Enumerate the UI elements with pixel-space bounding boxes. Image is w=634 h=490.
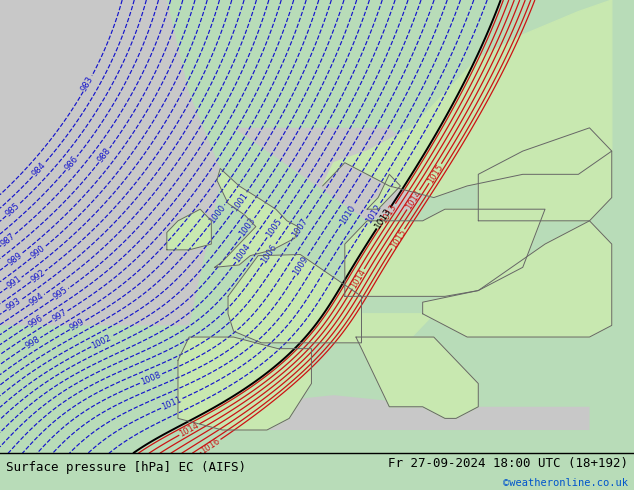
Text: 999: 999	[68, 317, 87, 333]
Polygon shape	[228, 254, 361, 343]
Text: 985: 985	[4, 201, 22, 219]
Polygon shape	[345, 209, 545, 296]
Text: 993: 993	[5, 296, 23, 313]
Text: 998: 998	[23, 334, 42, 350]
Text: 1009: 1009	[292, 255, 311, 277]
Polygon shape	[323, 0, 612, 197]
Text: 1001: 1001	[230, 191, 250, 213]
Text: 1007: 1007	[290, 217, 309, 239]
Text: 1008: 1008	[139, 370, 162, 387]
Text: 983: 983	[80, 74, 96, 93]
Text: 992: 992	[29, 268, 47, 285]
Text: Fr 27-09-2024 18:00 UTC (18+192): Fr 27-09-2024 18:00 UTC (18+192)	[387, 457, 628, 470]
Polygon shape	[356, 337, 478, 418]
Text: 989: 989	[6, 250, 24, 268]
Text: 994: 994	[28, 292, 46, 308]
Polygon shape	[215, 169, 298, 268]
Text: ©weatheronline.co.uk: ©weatheronline.co.uk	[503, 478, 628, 489]
Text: 1013: 1013	[380, 202, 399, 225]
Polygon shape	[178, 337, 311, 430]
Text: 986: 986	[63, 154, 80, 172]
Text: 1002: 1002	[90, 333, 113, 350]
Text: 1000: 1000	[207, 203, 228, 225]
Polygon shape	[356, 291, 467, 337]
Text: 1013: 1013	[373, 206, 394, 230]
Text: 990: 990	[29, 244, 47, 261]
Text: 1014: 1014	[404, 189, 423, 211]
Text: 997: 997	[51, 308, 69, 324]
Text: Surface pressure [hPa] EC (AIFS): Surface pressure [hPa] EC (AIFS)	[6, 462, 247, 474]
Polygon shape	[478, 128, 612, 221]
Polygon shape	[423, 221, 612, 337]
Text: 1011: 1011	[160, 395, 183, 412]
Text: 988: 988	[96, 146, 113, 165]
Text: 1003: 1003	[238, 216, 257, 239]
Text: 1015: 1015	[389, 228, 408, 250]
Polygon shape	[367, 174, 401, 209]
Polygon shape	[167, 209, 211, 250]
Text: 984: 984	[30, 161, 48, 179]
Text: 1014: 1014	[349, 268, 368, 290]
Text: 987: 987	[0, 231, 17, 248]
Text: 1005: 1005	[264, 217, 283, 239]
Text: 1012: 1012	[364, 202, 383, 225]
Text: 1016: 1016	[200, 436, 222, 456]
Text: 996: 996	[27, 313, 44, 329]
Text: 1004: 1004	[233, 242, 252, 264]
Text: 1014: 1014	[178, 420, 201, 439]
Text: 991: 991	[6, 274, 23, 291]
Text: 1010: 1010	[338, 203, 357, 225]
Text: 1006: 1006	[260, 242, 279, 265]
Text: 1015: 1015	[426, 162, 444, 185]
Text: 995: 995	[52, 286, 70, 302]
